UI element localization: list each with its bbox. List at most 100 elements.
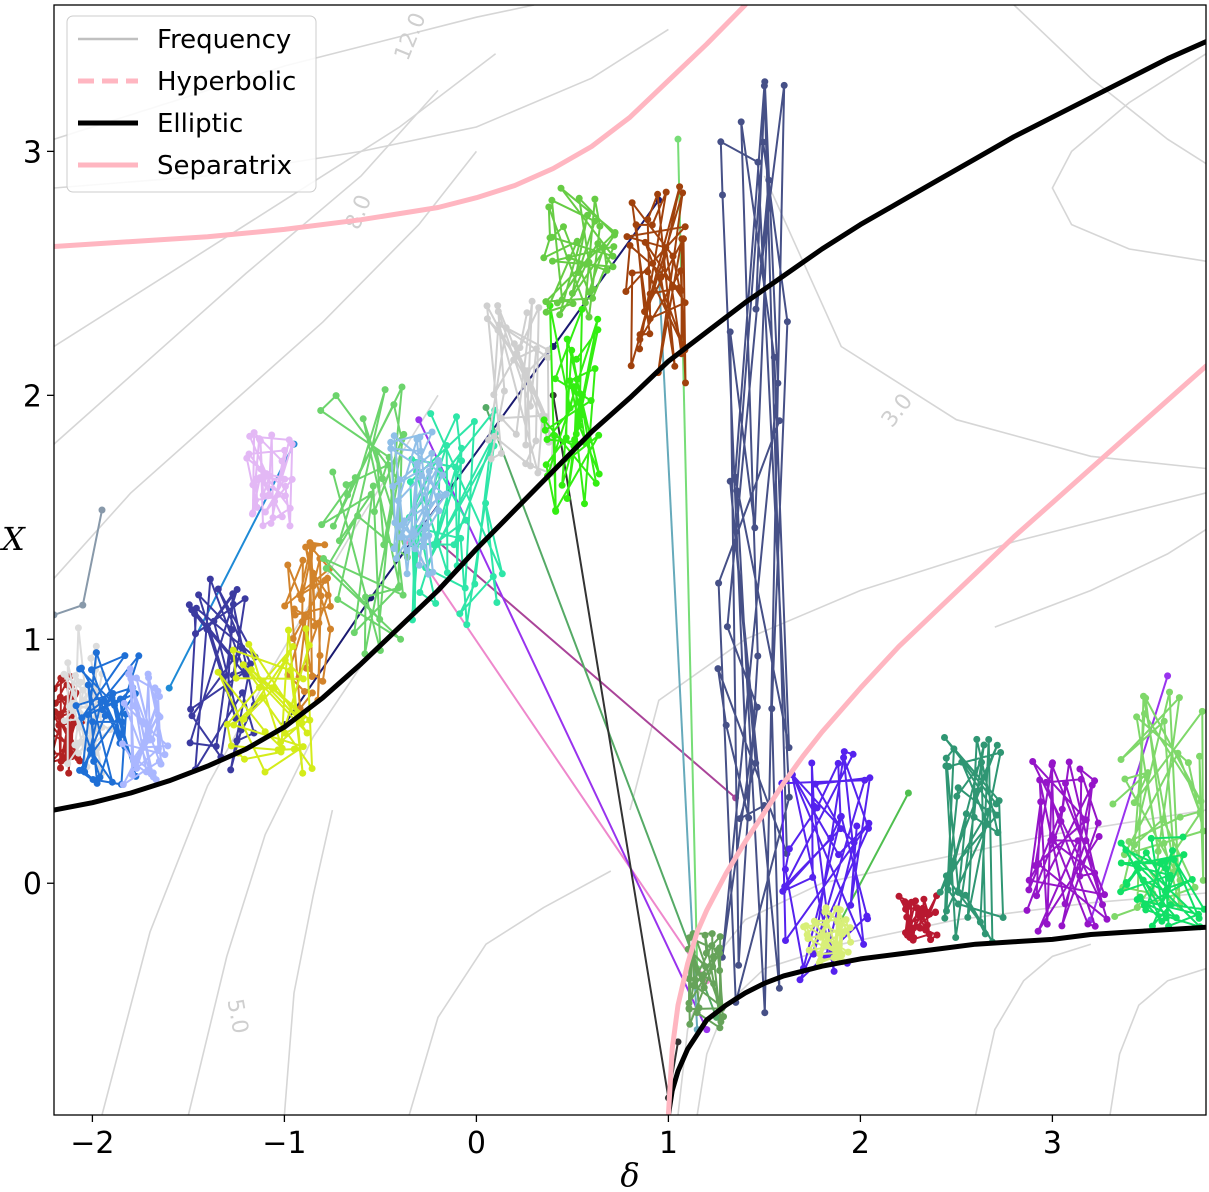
trajectory-point [1174,749,1182,757]
trajectory-point [1117,888,1125,896]
trajectory-point [268,431,276,439]
trajectory-point [783,318,791,326]
trajectory-point [435,460,443,468]
trajectory-point [549,257,556,265]
trajectory-point [782,937,789,944]
trajectory-cluster-16 [684,930,727,1032]
trajectory-point [714,665,722,673]
trajectory-point [1184,759,1192,767]
trajectory-point [408,532,416,540]
trajectory-point [45,718,52,725]
trajectory-point [255,684,263,691]
trajectory-point [566,377,574,385]
trajectory-point [510,340,518,348]
trajectory-point [558,481,566,489]
trajectory-cluster-10 [387,428,450,578]
trajectory-point [850,839,858,846]
trajectory-point [399,591,407,599]
trajectory-point [494,308,502,315]
trajectory-point [622,288,630,295]
trajectory-point [245,450,253,458]
trajectory-point [571,436,579,443]
trajectory-point [847,938,855,946]
trajectory-point [808,759,816,767]
trajectory-point [628,269,636,277]
trajectory-point [1162,914,1170,922]
trajectory-point [428,449,436,457]
trajectory-point [322,564,330,572]
trajectory-point [736,815,744,823]
trajectory-point [378,475,386,483]
trajectory-point [281,602,289,610]
trajectory-point [1143,772,1151,780]
trajectory-point [301,688,308,695]
trajectory-point [154,745,162,753]
trajectory-point [135,652,143,660]
trajectory-point [676,183,684,191]
trajectory-point [1062,779,1069,787]
trajectory-point [591,217,599,225]
trajectory-point [1160,717,1168,725]
trajectory-point [229,600,237,608]
trajectory-point [1170,856,1178,864]
trajectory-point [720,1013,727,1021]
trajectory-point [126,665,134,673]
trajectory-point [575,422,583,430]
trajectory-point [462,516,470,524]
legend-label-elliptic: Elliptic [157,109,243,139]
trajectory-point [542,298,550,306]
trajectory-point [1147,834,1155,842]
trajectory-point [594,326,602,334]
trajectory-point [715,579,723,587]
trajectory-point [1161,887,1169,895]
trajectory-point [344,491,352,499]
trajectory-point [1176,813,1184,821]
trajectory-point [558,296,566,304]
trajectory-point [317,407,325,414]
trajectory-point [1058,805,1066,813]
trajectory-point [55,711,63,719]
trajectory-point [78,714,86,722]
trajectory-point [543,436,551,443]
x-tick-label: −2 [70,1126,114,1161]
trajectory-point [289,635,297,642]
trajectory-point [145,674,153,682]
trajectory-point [1161,858,1169,865]
trajectory-point [87,654,95,662]
trajectory-point [60,717,68,725]
trajectory-point [800,923,808,931]
trajectory-point [809,873,817,881]
trajectory-point [400,430,408,438]
trajectory-point [1133,904,1141,911]
trajectory-point [249,481,257,489]
x-tick-label: 1 [659,1126,678,1161]
trajectory-point [953,792,961,800]
trajectory-point [258,694,266,701]
trajectory-point [118,718,126,726]
trajectory-point [289,643,297,650]
trajectory-point [490,391,498,399]
trajectory-point [1025,886,1033,894]
trajectory-point [334,596,342,603]
trajectory-point [516,344,524,352]
trajectory-point [239,661,247,669]
trajectory-path [1112,691,1205,918]
trajectory-point [636,331,644,339]
transition-line-0 [54,509,103,616]
trajectory-point [299,556,307,564]
trajectory-point [281,446,289,454]
trajectory-point [1117,839,1125,847]
trajectory-point [351,474,359,482]
trajectory-point [866,774,874,782]
trajectory-point [186,739,194,747]
trajectory-point [259,491,267,499]
trajectory-point [587,397,595,405]
trajectory-point [759,138,767,146]
trajectory-point [316,652,324,659]
trajectory-point [261,470,269,478]
trajectory-point [71,672,79,680]
trajectory-cluster-13 [540,184,619,321]
trajectory-point [428,428,436,436]
contour-label-1: 8.0 [341,191,377,233]
trajectory-point [636,345,644,353]
